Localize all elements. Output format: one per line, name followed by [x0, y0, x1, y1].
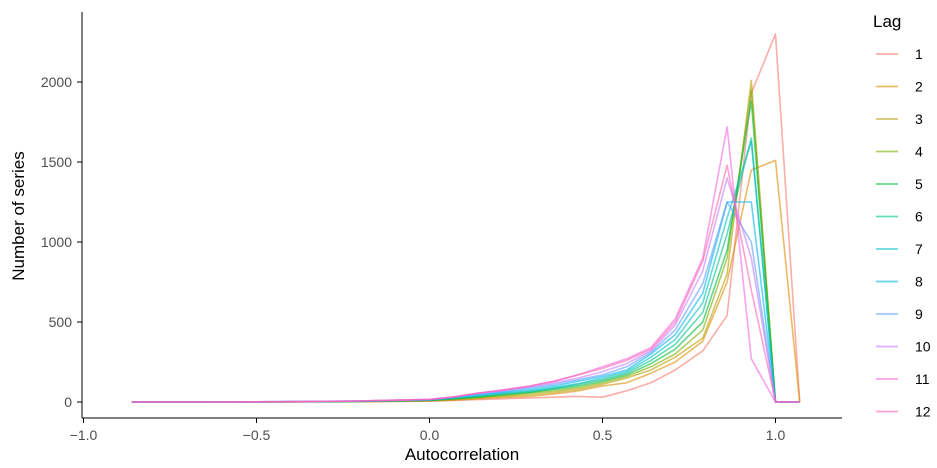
y-axis-ticks: 0 500 1000 1500 2000	[41, 74, 82, 410]
x-tick-label: 1.0	[766, 427, 786, 443]
legend-label-lag-3: 3	[915, 111, 923, 127]
y-tick-label: 500	[49, 314, 73, 330]
x-tick-label: 0.0	[420, 427, 440, 443]
series-line-lag-8	[131, 201, 800, 403]
series-line-lag-9	[131, 201, 800, 403]
plot-area	[131, 33, 801, 403]
x-tick-label: −0.5	[243, 427, 271, 443]
x-tick-label: 0.5	[593, 427, 613, 443]
series-line-lag-2	[131, 159, 801, 403]
legend-label-lag-5: 5	[915, 176, 923, 192]
legend-label-lag-8: 8	[915, 274, 923, 290]
legend-label-lag-10: 10	[915, 339, 931, 355]
y-tick-label: 2000	[41, 74, 72, 90]
legend-label-lag-4: 4	[915, 144, 923, 160]
x-axis-title: Autocorrelation	[405, 445, 519, 464]
legend-label-lag-12: 12	[915, 404, 931, 420]
y-tick-label: 1000	[41, 234, 72, 250]
series-line-lag-7	[131, 140, 800, 403]
legend-label-lag-9: 9	[915, 306, 923, 322]
legend-label-lag-11: 11	[915, 371, 930, 387]
series-line-lag-12	[131, 164, 800, 403]
legend-label-lag-2: 2	[915, 79, 923, 95]
y-tick-label: 0	[64, 394, 72, 410]
legend-label-lag-6: 6	[915, 209, 923, 225]
series-line-lag-4	[131, 89, 800, 403]
legend-label-lag-1: 1	[915, 46, 923, 62]
y-axis-title: Number of series	[9, 151, 28, 280]
x-tick-label: −1.0	[70, 427, 98, 443]
series-line-lag-5	[131, 100, 800, 403]
series-line-lag-1	[131, 33, 801, 403]
legend-label-lag-7: 7	[915, 241, 923, 257]
y-tick-label: 1500	[41, 154, 72, 170]
series-line-lag-11	[131, 126, 800, 403]
legend-title: Lag	[873, 12, 901, 31]
x-axis-ticks: −1.0 −0.5 0.0 0.5 1.0	[70, 418, 786, 443]
